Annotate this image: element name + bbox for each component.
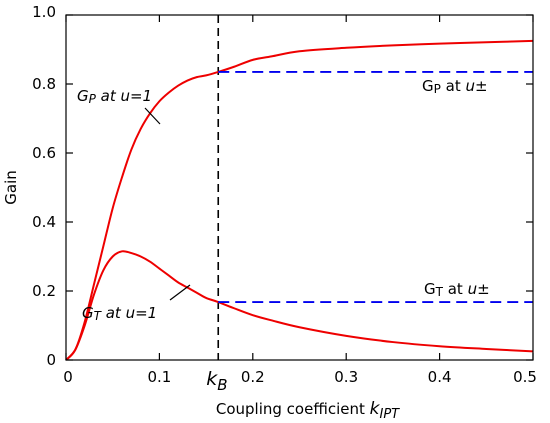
y-tick-label: 1.0 xyxy=(32,3,56,21)
plot-frame xyxy=(65,14,534,361)
series-line-gp-at-u-1 xyxy=(65,39,534,361)
y-tick-label: 0.4 xyxy=(32,213,56,231)
y-tick-label: 0.2 xyxy=(32,282,56,300)
leader-gt-u1 xyxy=(169,284,191,301)
x-tick-label: 0.3 xyxy=(334,368,358,386)
leader-gp-u1 xyxy=(144,107,161,125)
annotation-gp-upm: GP at u± xyxy=(422,77,488,96)
annotation-gp-u1: GP at u=1 xyxy=(77,87,152,106)
y-tick-label: 0.6 xyxy=(32,144,56,162)
y-tick-label: 0.8 xyxy=(32,75,56,93)
plot-lines xyxy=(65,15,534,361)
x-tick-label: 0.4 xyxy=(428,368,452,386)
annotations: GP at u=1 GT at u=1 GP at u± GT at u± xyxy=(77,77,490,323)
plot-border xyxy=(65,14,534,361)
y-tick-label: 0 xyxy=(46,351,56,369)
series-line-gt-at-u-1 xyxy=(65,250,534,361)
kb-label: kB xyxy=(206,368,227,394)
x-axis-title: Coupling coefficient kIPT xyxy=(216,399,400,422)
x-tick-label: 0.1 xyxy=(147,368,171,386)
axis-ticks: 0 0.1 0.2 0.3 0.4 0.5 0 0.2 0.4 0.6 0.8 1.0 kB xyxy=(32,3,537,394)
x-tick-label: 0.2 xyxy=(241,368,265,386)
x-tick-label: 0.5 xyxy=(513,368,537,386)
y-axis-title: Gain xyxy=(2,170,20,205)
axis-titles: Coupling coefficient kIPT Gain xyxy=(2,170,400,422)
annotation-gt-upm: GT at u± xyxy=(424,280,490,299)
annotation-gt-u1: GT at u=1 xyxy=(82,304,157,323)
x-tick-label: 0 xyxy=(63,368,73,386)
